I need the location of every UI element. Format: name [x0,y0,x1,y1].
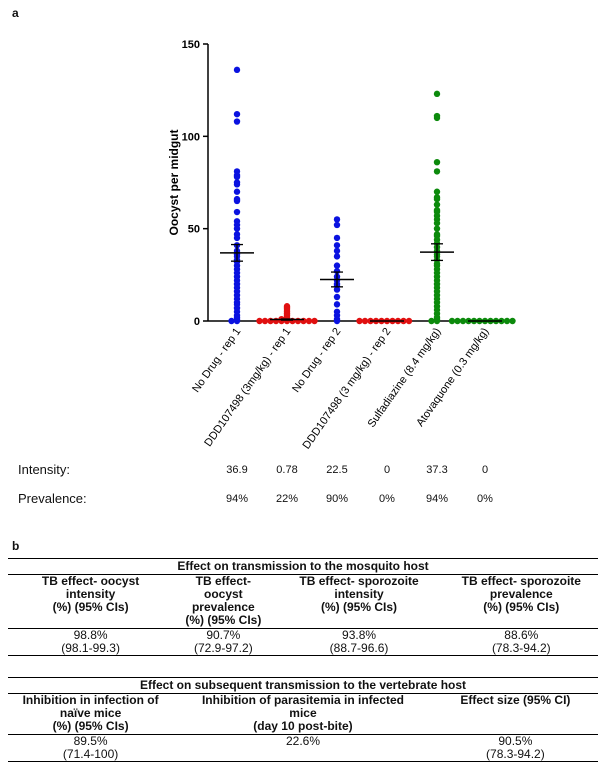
data-point [433,158,441,166]
intensity-value: 37.3 [426,464,448,476]
intensity-label: Intensity: [18,462,71,477]
data-point [233,110,241,118]
y-tick-label: 0 [194,316,200,328]
data-point [459,317,467,325]
table-header-cell: Inhibition in infection of naïve mice (%) … [8,693,174,735]
panel-b-label: b [12,539,20,553]
prevalence-label: Prevalence: [18,491,87,506]
data-point [305,317,313,325]
vertebrate-transmission-table: Effect on subsequent transmission to the… [8,677,598,762]
intensity-value: 0 [481,464,489,476]
table-value-cell: 22.6% [173,734,433,762]
table-header-cell: TB effect- sporozoite prevalence (%) (95% … [444,574,598,629]
data-point [300,317,307,325]
data-point [256,317,263,325]
data-point [361,317,369,325]
data-point [503,317,511,325]
table-value-cell: 88.6% (78.3-94.2) [444,628,598,656]
table-header-cell: Inhibition of parasitemia in infected mic… [173,693,433,735]
y-tick-label: 50 [188,224,200,236]
prevalence-value: 0% [379,493,395,505]
intensity-value: 0.78 [276,464,298,476]
x-tick-label: No Drug - rep 2 [290,326,343,395]
table-header-cell: TB effect-oocyst prevalence (%) (95% CIs) [173,574,274,629]
data-point [333,221,341,229]
data-point [261,317,269,325]
axes: 0 50 100 150 [182,39,512,328]
intensity-value: 0 [383,464,391,476]
prevalence-value: 94% [425,493,449,505]
data-point [454,317,461,325]
data-point [233,197,241,205]
data-point [356,317,363,325]
mosquito-transmission-table: Effect on transmission to the mosquito h… [8,558,598,656]
data-point [333,262,341,269]
data-point [433,201,441,208]
prevalence-value: 94% [225,493,249,505]
data-point [433,188,441,195]
data-point [233,173,241,181]
table-value-cell: 90.5% (78.3-94.2) [432,734,598,762]
table2-title: Effect on subsequent transmission to the… [8,677,598,694]
data-point [433,317,441,325]
data-point [233,188,241,195]
data-point [333,242,341,249]
table-value-cell: 90.7% (72.9-97.2) [173,628,274,656]
data-point [228,317,235,325]
data-marks [220,66,516,325]
data-point [267,317,274,325]
data-point [433,225,441,232]
table1-title: Effect on transmission to the mosquito h… [8,558,598,575]
data-point [233,118,241,125]
data-point [448,317,456,325]
data-point [333,234,341,242]
prevalence-value: 90% [325,493,349,505]
panel-a-label: a [12,6,19,20]
scatter-plot: 0 50 100 150 Oocyst per midgut No Drug - rep… [167,39,516,451]
data-point [233,66,241,74]
data-point [233,181,241,188]
y-axis-title: Oocyst per midgut [167,129,181,235]
data-point [233,225,241,232]
data-point [333,253,341,260]
table-value-cell: 93.8% (88.7-96.6) [273,628,445,656]
data-point [272,317,280,325]
y-tick-label: 100 [182,131,200,143]
data-point [311,317,318,325]
data-point [509,317,516,325]
intensity-value: 22.5 [326,464,348,476]
data-point [433,90,441,98]
x-tick-label: DDD107498 (3mg/kg) - rep 1 [202,326,293,449]
prevalence-value: 22% [275,493,299,505]
data-point [433,195,441,203]
table-header-cell: Effect size (95% CI) [432,693,598,735]
table-value-cell: 89.5% (71.4-100) [8,734,174,762]
y-tick-label: 150 [182,39,200,51]
table-value-cell: 98.8% (98.1-99.3) [8,628,174,656]
data-point [333,286,341,293]
data-point [428,317,435,325]
table-header-cell: TB effect- oocyst intensity (%) (95% CIs) [8,574,174,629]
data-point [433,168,441,175]
data-point [333,247,341,255]
data-point [433,114,441,122]
data-point [333,216,341,223]
table-header-cell: TB effect- sporozoite intensity (%) (95% C… [273,574,445,629]
data-point [333,301,341,308]
data-point [294,317,302,325]
intensity-value: 36.9 [226,464,248,476]
x-tick-label: DDD107498 (3 mg/kg) - rep 2 [301,326,394,452]
data-point [405,317,413,325]
data-point [333,317,341,325]
prevalence-value: 0% [477,493,493,505]
data-point [233,234,241,242]
data-point [333,267,341,275]
data-point [233,208,241,216]
x-tick-label: No Drug - rep 1 [190,326,243,395]
data-point [433,219,441,227]
data-point [333,293,341,301]
data-point [233,317,241,325]
